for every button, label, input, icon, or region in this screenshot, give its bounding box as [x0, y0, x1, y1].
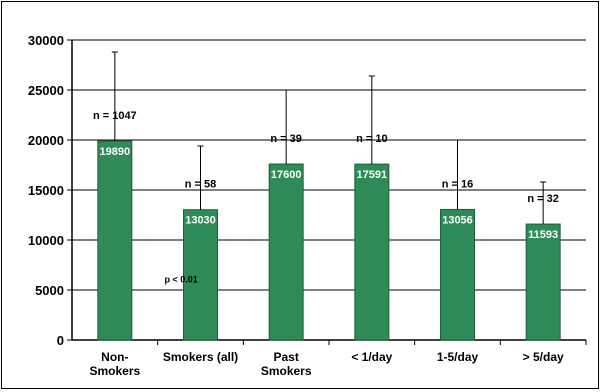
- y-tick-label: 5000: [35, 283, 64, 298]
- bars: [97, 51, 561, 341]
- y-tick-label: 30000: [28, 33, 64, 48]
- bar: [354, 163, 390, 341]
- category-label: Smokers (all): [163, 350, 238, 364]
- n-label: n = 16: [442, 178, 474, 190]
- bar: [525, 223, 561, 341]
- value-label: 17600: [271, 169, 302, 181]
- y-tick-label: 15000: [28, 183, 64, 198]
- value-label: 13056: [442, 214, 473, 226]
- value-label: 13030: [185, 215, 216, 227]
- value-label: 17591: [357, 169, 388, 181]
- category-label: 1-5/day: [437, 350, 479, 364]
- category-label: Smokers: [89, 364, 140, 378]
- gridlines: [72, 39, 586, 291]
- labels: 0 5000 10000 15000 20000 25000 30000 19890 n = 1…: [28, 33, 564, 378]
- category-label: > 5/day: [523, 350, 564, 364]
- axes: [67, 39, 587, 345]
- n-label: n = 10: [356, 133, 388, 145]
- bar: [97, 140, 133, 341]
- p-value-annotation: p < 0.01: [164, 275, 197, 285]
- y-tick-label: 10000: [28, 233, 64, 248]
- bar: [440, 208, 475, 341]
- n-label: n = 58: [185, 179, 217, 191]
- y-tick-label: 0: [57, 333, 64, 348]
- y-tick-label: 20000: [28, 133, 64, 148]
- n-label: n = 39: [270, 133, 302, 145]
- category-label: < 1/day: [351, 350, 392, 364]
- category-label: Non-: [101, 350, 128, 364]
- n-label: n = 32: [527, 193, 559, 205]
- value-label: 19890: [100, 146, 131, 158]
- y-tick-label: 25000: [28, 83, 64, 98]
- bar: [183, 209, 218, 341]
- n-label: n = 1047: [93, 110, 137, 122]
- value-label: 11593: [528, 229, 558, 241]
- category-label: Past: [273, 350, 298, 364]
- category-label: Smokers: [261, 364, 312, 378]
- bar: [268, 163, 304, 341]
